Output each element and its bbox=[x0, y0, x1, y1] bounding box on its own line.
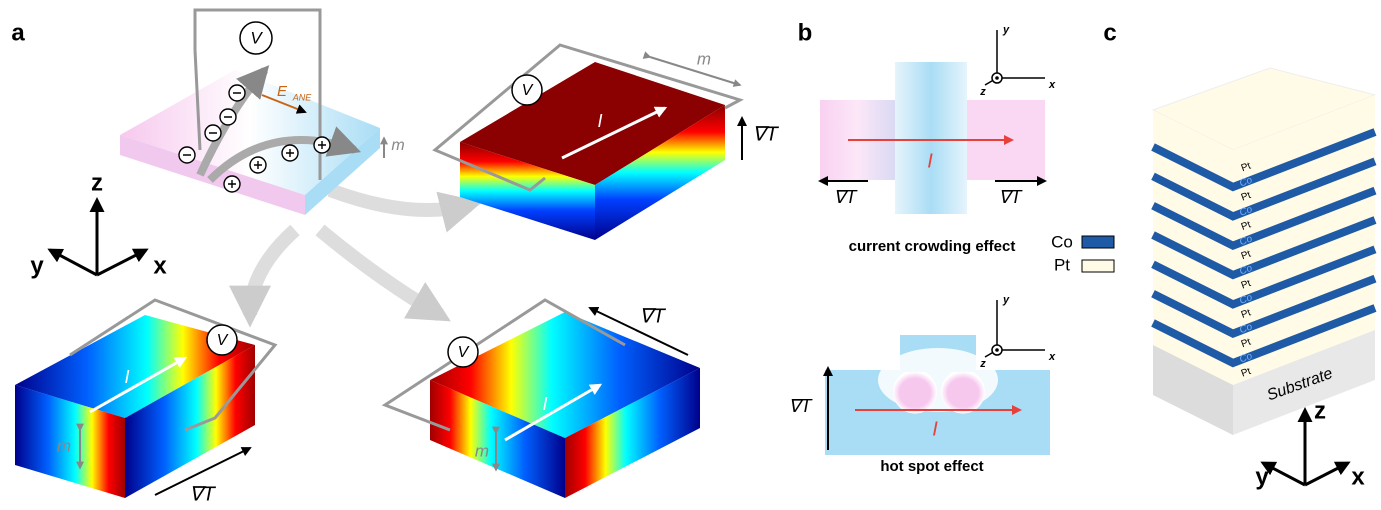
panel-label: c bbox=[1103, 19, 1116, 46]
caption: hot spot effect bbox=[880, 458, 983, 475]
gradient-label: ∇T bbox=[998, 187, 1023, 207]
axis-label: x bbox=[153, 252, 167, 279]
gradient-label: ∇T bbox=[788, 396, 813, 416]
axis-label: y bbox=[1002, 24, 1010, 36]
voltmeter-label: V bbox=[458, 344, 470, 361]
current-label: I bbox=[927, 150, 933, 172]
axis-label: z bbox=[979, 86, 986, 98]
gradient-label: ∇T bbox=[833, 187, 858, 207]
sample-top: V I m ∇T bbox=[435, 45, 780, 240]
voltmeter-label: V bbox=[250, 28, 263, 47]
legend-label: Co bbox=[1051, 232, 1073, 251]
connector-arrows bbox=[250, 190, 470, 315]
axis-label: z bbox=[91, 169, 103, 196]
axes-a bbox=[50, 200, 146, 275]
magnetization-label: m bbox=[57, 436, 71, 455]
center-slab: V E ANE m bbox=[120, 10, 405, 215]
legend-label: Pt bbox=[1054, 255, 1070, 274]
gradient-label: ∇T bbox=[189, 483, 216, 505]
axis-label: x bbox=[1351, 463, 1365, 490]
current-label: I bbox=[542, 394, 547, 414]
axis-label: x bbox=[1048, 79, 1056, 91]
field-subscript: ANE bbox=[292, 92, 313, 102]
axis-label: x bbox=[1048, 351, 1056, 363]
magnetization-label: m bbox=[475, 441, 489, 460]
voltmeter-label: V bbox=[522, 82, 534, 99]
magnetization-label: m bbox=[697, 49, 711, 68]
axis-label: y bbox=[1255, 463, 1269, 490]
page: a V E ANE m z y x V I m ∇T V I m ∇T V I … bbox=[0, 0, 1381, 510]
axis-label: y bbox=[30, 252, 44, 279]
sample-left: V I m ∇T bbox=[15, 300, 275, 505]
axis-label: z bbox=[979, 358, 986, 370]
sample-right: V I m ∇T bbox=[385, 300, 700, 498]
panel-label: a bbox=[11, 19, 25, 46]
magnetization-label: m bbox=[391, 137, 404, 154]
figure: a V E ANE m z y x V I m ∇T V I m ∇T V I … bbox=[0, 0, 1381, 510]
axis-label: z bbox=[1314, 397, 1326, 424]
current-label: I bbox=[932, 418, 938, 440]
axis-label: y bbox=[1002, 294, 1010, 306]
panel-label: b bbox=[798, 19, 813, 46]
current-label: I bbox=[597, 111, 602, 131]
gradient-label: ∇T bbox=[752, 123, 779, 145]
field-label: E bbox=[277, 83, 288, 100]
gradient-label: ∇T bbox=[639, 305, 666, 327]
voltmeter-label: V bbox=[217, 332, 229, 349]
caption: current crowding effect bbox=[849, 238, 1016, 255]
current-label: I bbox=[124, 367, 129, 387]
